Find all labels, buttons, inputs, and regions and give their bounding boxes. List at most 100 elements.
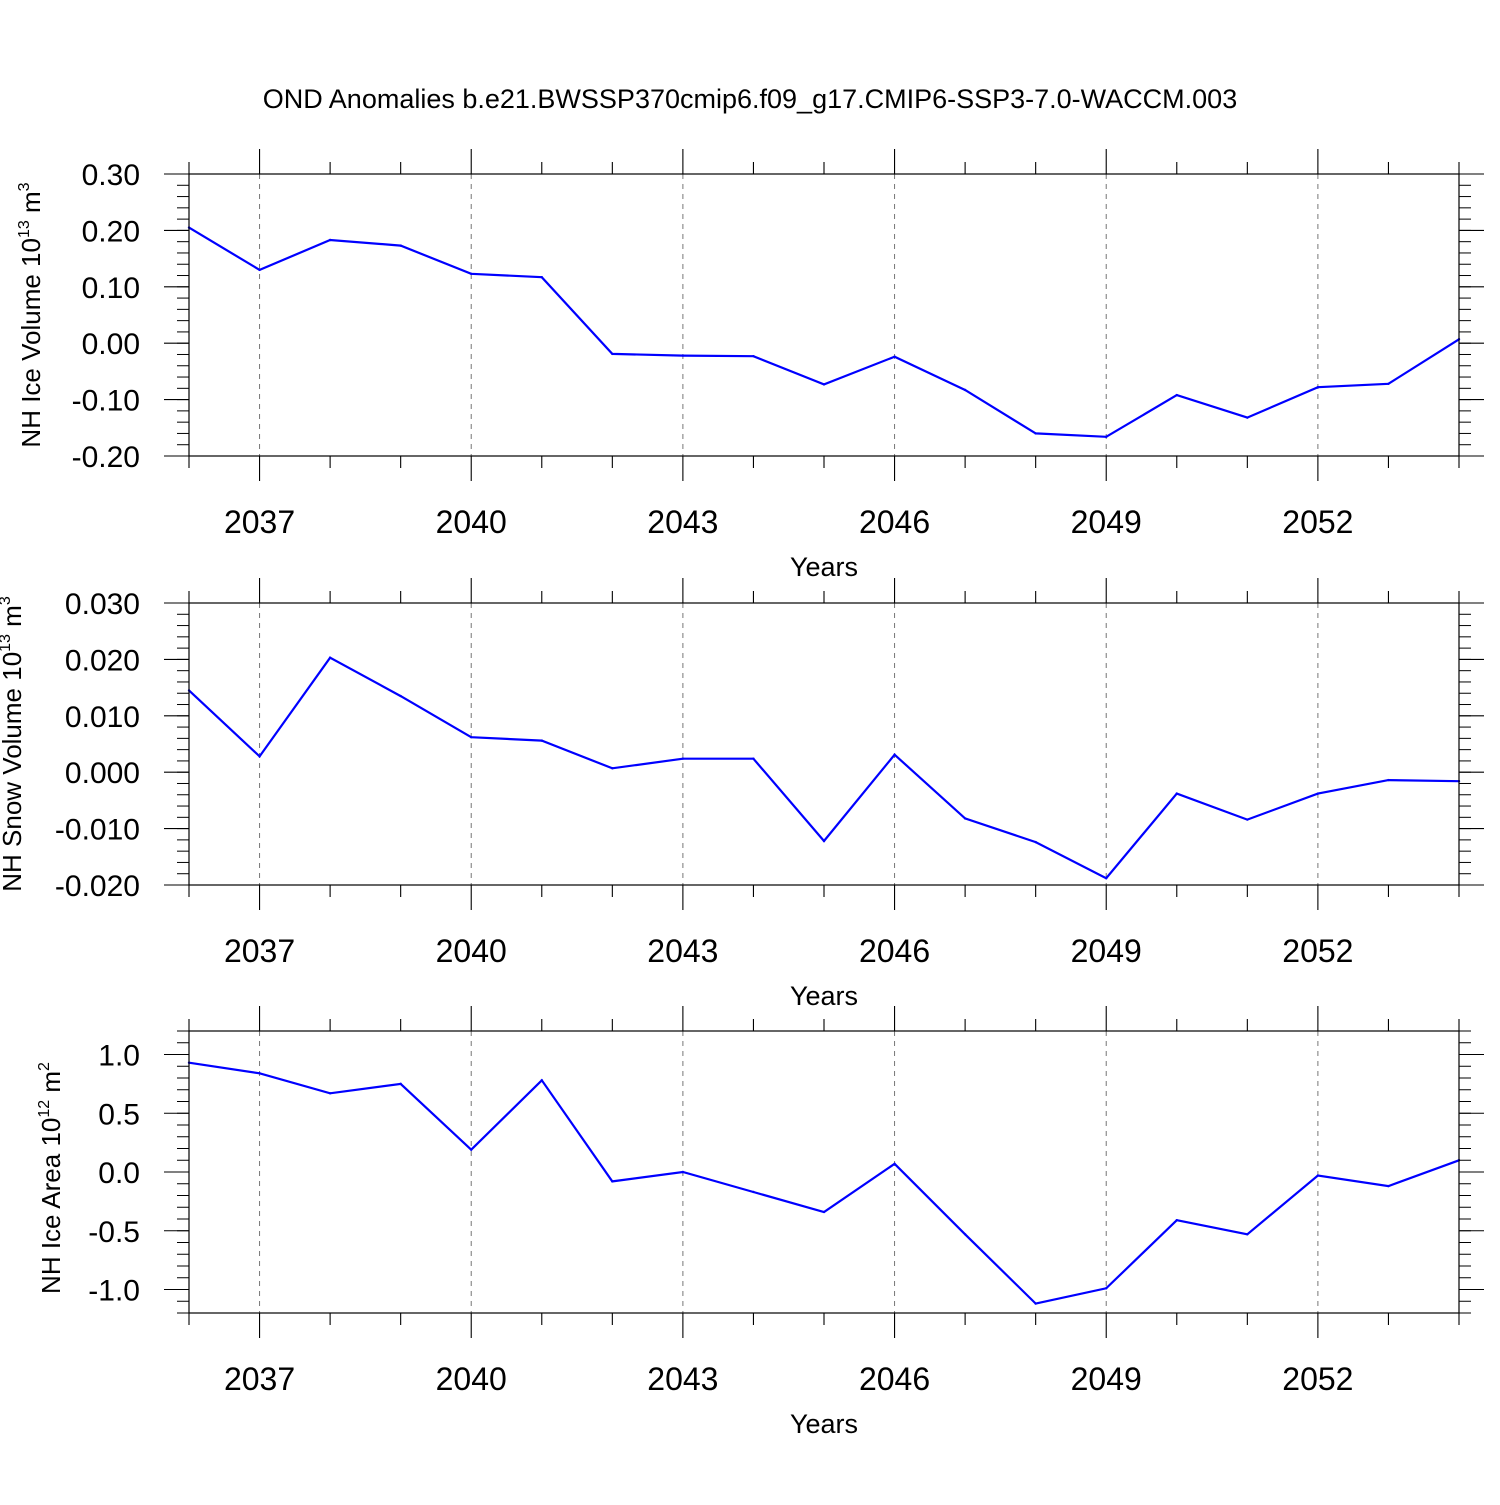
panel3-data-point [893, 1162, 896, 1165]
panel1-x-tick-label: 2040 [436, 504, 507, 540]
panel3-x-tick-label: 2049 [1071, 1361, 1142, 1397]
panel3-data-point [328, 1092, 332, 1095]
panel1-y-tick-label: 0.00 [82, 328, 140, 361]
panel1-y-tick-label: 0.20 [82, 215, 140, 248]
panel3-data-point [470, 1148, 473, 1151]
panel3-plot-frame [188, 1030, 1460, 1314]
panel2-data-point [822, 839, 826, 843]
panel1-y-tick-label: 0.10 [82, 272, 140, 305]
panel2-y-tick-label: -0.020 [55, 870, 140, 903]
panel1-data-point [399, 244, 402, 247]
panel1-x-tick-label: 2052 [1282, 504, 1353, 540]
panel3-data-point [1387, 1184, 1390, 1188]
panel2-data-point [1387, 778, 1390, 782]
panel3-data-point [540, 1079, 543, 1082]
panel3-x-tick-label: 2043 [647, 1361, 718, 1397]
panel1-y-tick-label: -0.10 [72, 385, 140, 418]
panel3-data-point [963, 1233, 967, 1236]
panel2-data-point [1034, 840, 1037, 844]
panel2-data-point [258, 755, 261, 758]
panel2-data-point [399, 694, 402, 698]
panel3-y-tick-label: 0.0 [98, 1157, 140, 1190]
panel2-data-point [963, 817, 967, 820]
panel1-data-point [470, 272, 473, 276]
figure-title: OND Anomalies b.e21.BWSSP370cmip6.f09_g1… [262, 84, 1238, 114]
panel3-data-point [1034, 1302, 1037, 1305]
panel2-data-point [611, 767, 614, 770]
panel2-y-tick-label: -0.010 [55, 814, 140, 847]
panel3-x-tick-label: 2052 [1282, 1361, 1353, 1397]
panel3-data-point [752, 1190, 755, 1194]
panel1-data-point [752, 354, 755, 358]
panel1-y-tick-label: 0.30 [82, 159, 140, 192]
panel3-data-point [1246, 1233, 1249, 1236]
panel3-data-point [1105, 1287, 1108, 1290]
panel3-x-tick-label: 2040 [436, 1361, 507, 1397]
panel2-data-point [1246, 818, 1249, 821]
panel3-data-point [822, 1210, 826, 1214]
panel2-data-point [328, 656, 332, 659]
panel1-data-point [328, 238, 332, 242]
panel2-data-point [1175, 792, 1178, 795]
panel2-y-axis-label: NH Snow Volume 1013 m3 [0, 596, 27, 892]
panel1-data-point [822, 383, 826, 386]
panel3-data-point [1316, 1174, 1320, 1177]
panel1-x-tick-label: 2049 [1071, 504, 1142, 540]
panel2-x-tick-label: 2049 [1071, 933, 1142, 969]
panel1-plot-frame [188, 173, 1460, 457]
panel1-data-point [611, 352, 614, 356]
panel1-y-tick-label: -0.20 [72, 441, 140, 474]
panel1-data-point [1316, 385, 1320, 389]
panel3-series-line [188, 1061, 1460, 1305]
panel1-y-axis-label: NH Ice Volume 1013 m3 [16, 182, 46, 447]
panel3-data-point [1175, 1218, 1178, 1222]
panel3-x-tick-label: 2046 [859, 1361, 930, 1397]
panel1-data-point [540, 276, 543, 279]
panel2-y-tick-label: 0.010 [65, 701, 140, 734]
panel1-data-point [681, 354, 685, 357]
panel1-data-point [1387, 382, 1390, 386]
panel1-data-point [963, 388, 967, 392]
panel3-data-point [399, 1082, 402, 1086]
panel2-data-point [1105, 877, 1108, 880]
panel3-data-point [681, 1170, 685, 1174]
panel2-data-point [540, 739, 543, 742]
panel2-data-point [893, 753, 896, 756]
panel1-data-point [893, 355, 896, 358]
panel3-y-axis-label: NH Ice Area 1012 m2 [36, 1062, 66, 1294]
panel3-data-point [258, 1072, 261, 1075]
panel1-x-tick-label: 2046 [859, 504, 930, 540]
panel2-data-point [1316, 792, 1320, 795]
panel2-x-tick-label: 2043 [647, 933, 718, 969]
panel2-data-point [681, 757, 685, 760]
panel2-x-tick-label: 2046 [859, 933, 930, 969]
panel2-data-point [470, 736, 473, 739]
panel2-x-axis-label: Years [790, 981, 858, 1011]
panel2-x-tick-label: 2037 [224, 933, 295, 969]
panel2-data-point [752, 757, 755, 760]
panel2-y-tick-label: 0.020 [65, 644, 140, 677]
panel2-plot-frame [188, 602, 1460, 886]
panel2-x-tick-label: 2040 [436, 933, 507, 969]
panel1-x-axis-label: Years [790, 552, 858, 582]
panel3-y-tick-label: -0.5 [88, 1216, 140, 1249]
panel1-x-tick-label: 2043 [647, 504, 718, 540]
panel1-data-point [1034, 432, 1037, 435]
panel3-y-tick-label: -1.0 [88, 1275, 140, 1308]
panel2-y-tick-label: 0.030 [65, 588, 140, 621]
panel2-y-tick-label: 0.000 [65, 757, 140, 790]
panel2-series-line [188, 656, 1460, 880]
panel1-data-point [1175, 393, 1178, 397]
panel1-data-point [1246, 416, 1249, 419]
panel2-x-tick-label: 2052 [1282, 933, 1353, 969]
panel3-x-axis-label: Years [790, 1409, 858, 1439]
panel3-data-point [611, 1180, 614, 1183]
panel1-data-point [1105, 435, 1108, 439]
panel1-series-line [188, 226, 1460, 438]
panel1-x-tick-label: 2037 [224, 504, 295, 540]
panel3-y-tick-label: 0.5 [98, 1098, 140, 1131]
panel1-data-point [258, 268, 261, 272]
panel3-x-tick-label: 2037 [224, 1361, 295, 1397]
